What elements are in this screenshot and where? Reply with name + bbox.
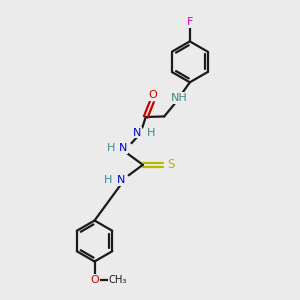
Text: F: F — [187, 17, 193, 27]
Text: S: S — [167, 158, 174, 171]
Text: NH: NH — [171, 93, 188, 103]
Text: CH₃: CH₃ — [109, 275, 127, 285]
Text: N: N — [119, 143, 128, 153]
Text: H: H — [107, 143, 115, 153]
Text: H: H — [147, 128, 156, 138]
Text: N: N — [133, 128, 141, 138]
Text: H: H — [103, 176, 112, 185]
Text: N: N — [117, 176, 125, 185]
Text: O: O — [90, 275, 99, 285]
Text: O: O — [148, 90, 157, 100]
